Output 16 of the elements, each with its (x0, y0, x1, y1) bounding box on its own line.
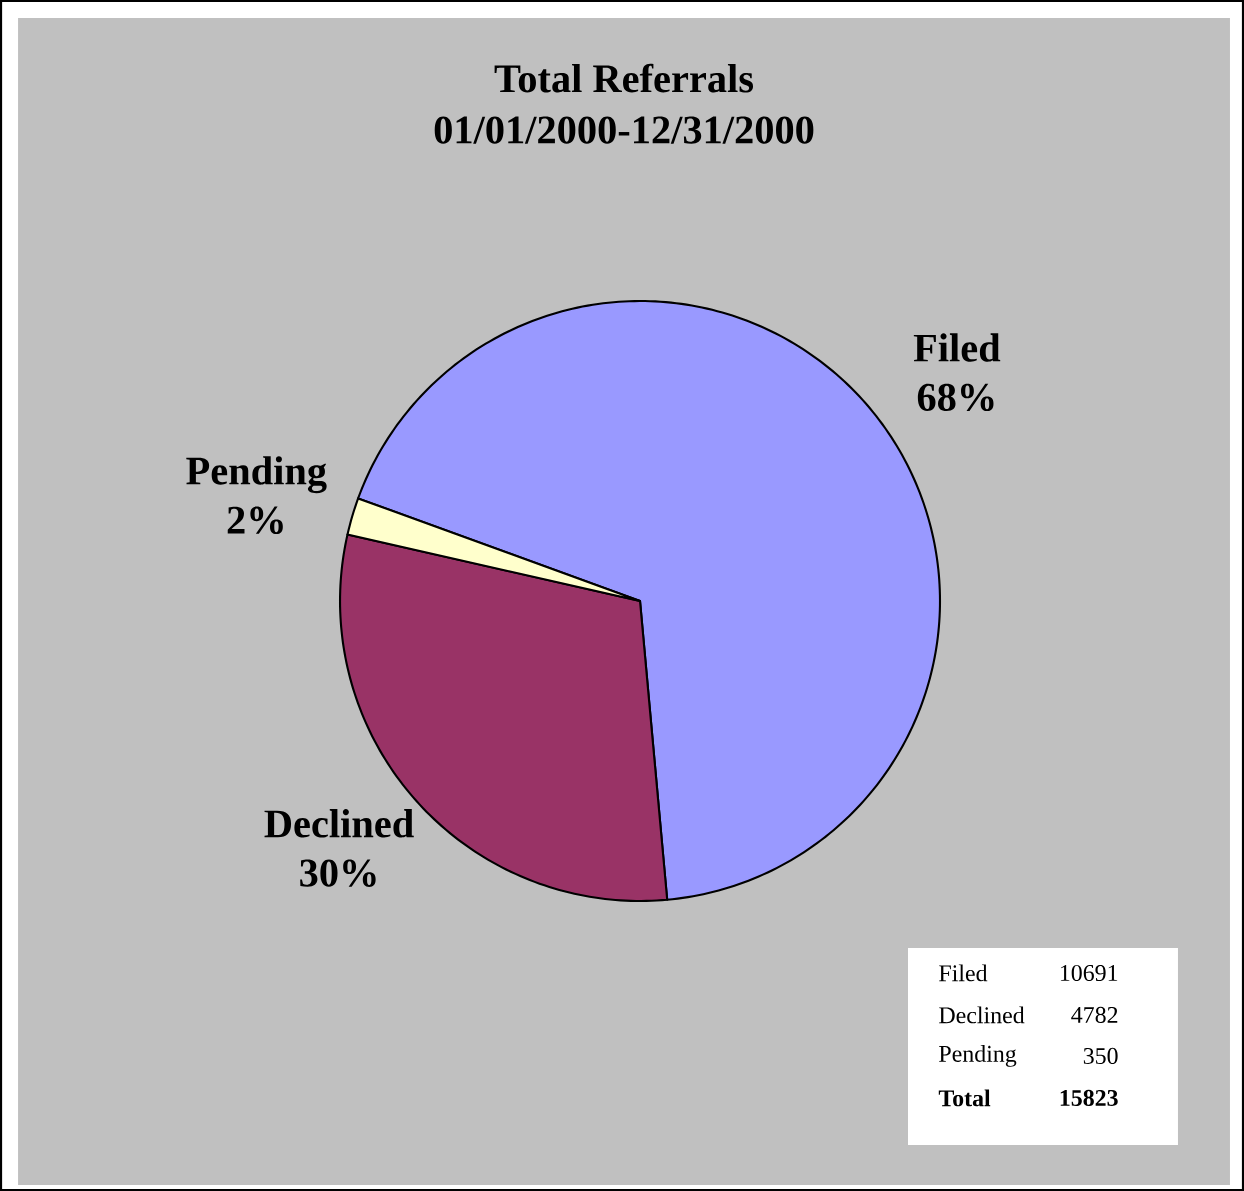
slice-label: Pending (186, 456, 327, 494)
category-label: Declined (939, 1006, 1025, 1024)
data-label: 2% (227, 506, 283, 535)
slice-label: Declined (264, 809, 414, 838)
text: 15823 (1060, 1089, 1118, 1107)
slice-label: Filed (913, 333, 1001, 362)
text: Total (938, 1089, 991, 1107)
slice-label: Filed (939, 964, 988, 982)
category-label: Pending (939, 1045, 1017, 1067)
text: 4782 (1071, 1006, 1118, 1024)
text: 10691 (1060, 964, 1118, 982)
data-label: 68% (917, 383, 994, 412)
chart-title: Total Referrals (494, 63, 754, 93)
chart-subtitle: 01/01/2000-12/31/2000 (434, 116, 814, 144)
text: 350 (1083, 1047, 1118, 1065)
data-label: 30% (300, 859, 376, 887)
